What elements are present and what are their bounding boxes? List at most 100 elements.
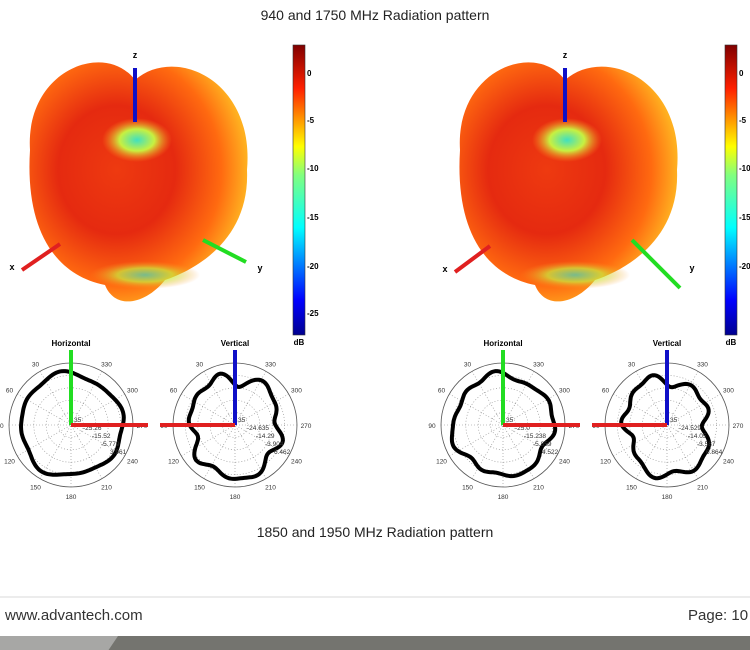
polar-ring-label: 35 bbox=[670, 417, 678, 424]
polar-grid-circle bbox=[654, 412, 680, 438]
y-axis-label: y bbox=[689, 263, 694, 273]
polar-angle-label: 180 bbox=[230, 494, 241, 501]
footer-page-number: Page: 10 bbox=[688, 607, 749, 624]
colorbar-tick-label: -25 bbox=[307, 309, 319, 318]
polar-angle-label: 120 bbox=[168, 459, 179, 466]
polar-angle-label: 270 bbox=[733, 423, 744, 430]
polar-angle-label: 300 bbox=[291, 388, 302, 395]
radiation-3d-pattern bbox=[459, 62, 678, 302]
polar-angle-label: 210 bbox=[533, 484, 544, 491]
pattern-null-bottom bbox=[90, 261, 200, 289]
colorbar bbox=[292, 44, 306, 336]
z-axis-label: z bbox=[563, 50, 568, 60]
polar-angle-label: 330 bbox=[265, 362, 276, 369]
radiation-pattern-curve bbox=[186, 371, 285, 481]
polar-angle-label: 270 bbox=[301, 423, 312, 430]
polar-angle-label: 30 bbox=[196, 362, 204, 369]
polar-ring-label: -25.0 bbox=[515, 425, 530, 432]
pattern-null-bottom bbox=[520, 261, 630, 289]
polar-plot-horizontal: Horizontal306090120150180210240270300330… bbox=[0, 339, 148, 501]
colorbar-tick-label: -15 bbox=[739, 213, 750, 222]
polar-ring-label: -14.29 bbox=[256, 433, 275, 440]
colorbar-tick-label: -15 bbox=[307, 213, 319, 222]
colorbar-tick-label: 0 bbox=[739, 69, 744, 78]
polar-title: Horizontal bbox=[51, 339, 90, 348]
polar-angle-label: 30 bbox=[32, 362, 40, 369]
colorbar-unit-label: dB bbox=[294, 338, 305, 347]
polar-angle-label: 240 bbox=[559, 459, 570, 466]
polar-angle-label: 150 bbox=[626, 484, 637, 491]
polar-angle-label: 30 bbox=[464, 362, 472, 369]
y-axis-line bbox=[202, 238, 247, 264]
x-axis-line bbox=[20, 242, 62, 272]
colorbar-tick-label: -5 bbox=[739, 116, 747, 125]
polar-angle-label: 210 bbox=[101, 484, 112, 491]
figure-2: z x y 0 -5 -10 -15 -20 dB Horizontal 30 60 90 120 150 1… bbox=[428, 44, 750, 501]
polar-grid-circle bbox=[209, 399, 261, 451]
polar-ring-label: -15.238 bbox=[524, 433, 546, 440]
polar-angle-label: 300 bbox=[559, 388, 570, 395]
x-axis-line bbox=[453, 244, 492, 274]
colorbar bbox=[724, 44, 738, 336]
polar-angle-label: 180 bbox=[498, 494, 509, 501]
colorbar-tick-label: -5 bbox=[307, 116, 315, 125]
polar-ring-label: -24.635 bbox=[247, 425, 269, 432]
colorbar-tick-label: 0 bbox=[307, 69, 312, 78]
polar-angle-label: 150 bbox=[194, 484, 205, 491]
x-axis-label: x bbox=[442, 264, 447, 274]
polar-ring-label: 6.864 bbox=[706, 449, 723, 456]
polar-ring-label: -25.26 bbox=[83, 425, 102, 432]
pattern-null-top bbox=[532, 118, 602, 162]
polar-ring-label: -5.859 bbox=[533, 441, 552, 448]
polar-title: Vertical bbox=[221, 339, 249, 348]
polar-angle-label: 60 bbox=[602, 388, 610, 395]
z-axis-label: z bbox=[133, 50, 138, 60]
radiation-pattern-curve bbox=[18, 369, 126, 477]
polar-angle-label: 150 bbox=[30, 484, 41, 491]
polar-plot-horizontal: Horizontal306090120150180210240270300330… bbox=[428, 339, 580, 501]
polar-angle-label: 330 bbox=[697, 362, 708, 369]
colorbar-tick-label: -20 bbox=[307, 262, 319, 271]
y-axis-line bbox=[630, 238, 682, 290]
colorbar-unit-label: dB bbox=[726, 338, 737, 347]
polar-ring-label: 3.961 bbox=[110, 449, 127, 456]
radiation-3d-pattern bbox=[29, 62, 248, 302]
radiation-pattern-curve bbox=[619, 373, 712, 481]
figure-1: z x y 0 -5 -10 -15 -20 -25 dB Horizontal 30 60 90 120 1… bbox=[0, 44, 319, 501]
footer-band bbox=[0, 636, 750, 650]
pattern-surface bbox=[459, 62, 678, 302]
polar-angle-label: 210 bbox=[697, 484, 708, 491]
polar-angle-label: 330 bbox=[101, 362, 112, 369]
polar-angle-label: 120 bbox=[600, 459, 611, 466]
polar-angle-label: 60 bbox=[438, 388, 446, 395]
caption-bottom: 1850 and 1950 MHz Radiation pattern bbox=[256, 524, 494, 540]
polar-angle-label: 210 bbox=[265, 484, 276, 491]
polar-ring-label: 35 bbox=[238, 417, 246, 424]
polar-ring-label: -15.52 bbox=[92, 433, 111, 440]
polar-angle-label: 240 bbox=[291, 459, 302, 466]
polar-angle-label: 240 bbox=[723, 459, 734, 466]
polar-ring-label: 4.522 bbox=[542, 449, 559, 456]
polar-ring-label: 6.462 bbox=[274, 449, 291, 456]
polar-grid-circle bbox=[222, 412, 248, 438]
polar-grid-circle bbox=[641, 399, 693, 451]
pattern-surface bbox=[29, 62, 248, 302]
colorbar-tick-label: -10 bbox=[739, 164, 750, 173]
polar-ring-label: 35 bbox=[506, 417, 514, 424]
polar-angle-label: 120 bbox=[436, 459, 447, 466]
polar-ring-label: -3.587 bbox=[697, 441, 716, 448]
colorbar-tick-label: -20 bbox=[739, 262, 750, 271]
x-axis-label: x bbox=[9, 262, 14, 272]
polar-ring-label: -24.529 bbox=[679, 425, 701, 432]
polar-angle-label: 300 bbox=[127, 388, 138, 395]
polar-angle-label: 90 bbox=[0, 423, 4, 430]
polar-angle-label: 180 bbox=[662, 494, 673, 501]
polar-angle-label: 30 bbox=[628, 362, 636, 369]
colorbar-tick-label: -10 bbox=[307, 164, 319, 173]
pattern-null-top bbox=[102, 118, 172, 162]
polar-angle-label: 60 bbox=[170, 388, 178, 395]
polar-angle-label: 90 bbox=[428, 423, 436, 430]
caption-top: 940 and 1750 MHz Radiation pattern bbox=[260, 7, 490, 23]
footer-band-accent bbox=[0, 636, 118, 650]
